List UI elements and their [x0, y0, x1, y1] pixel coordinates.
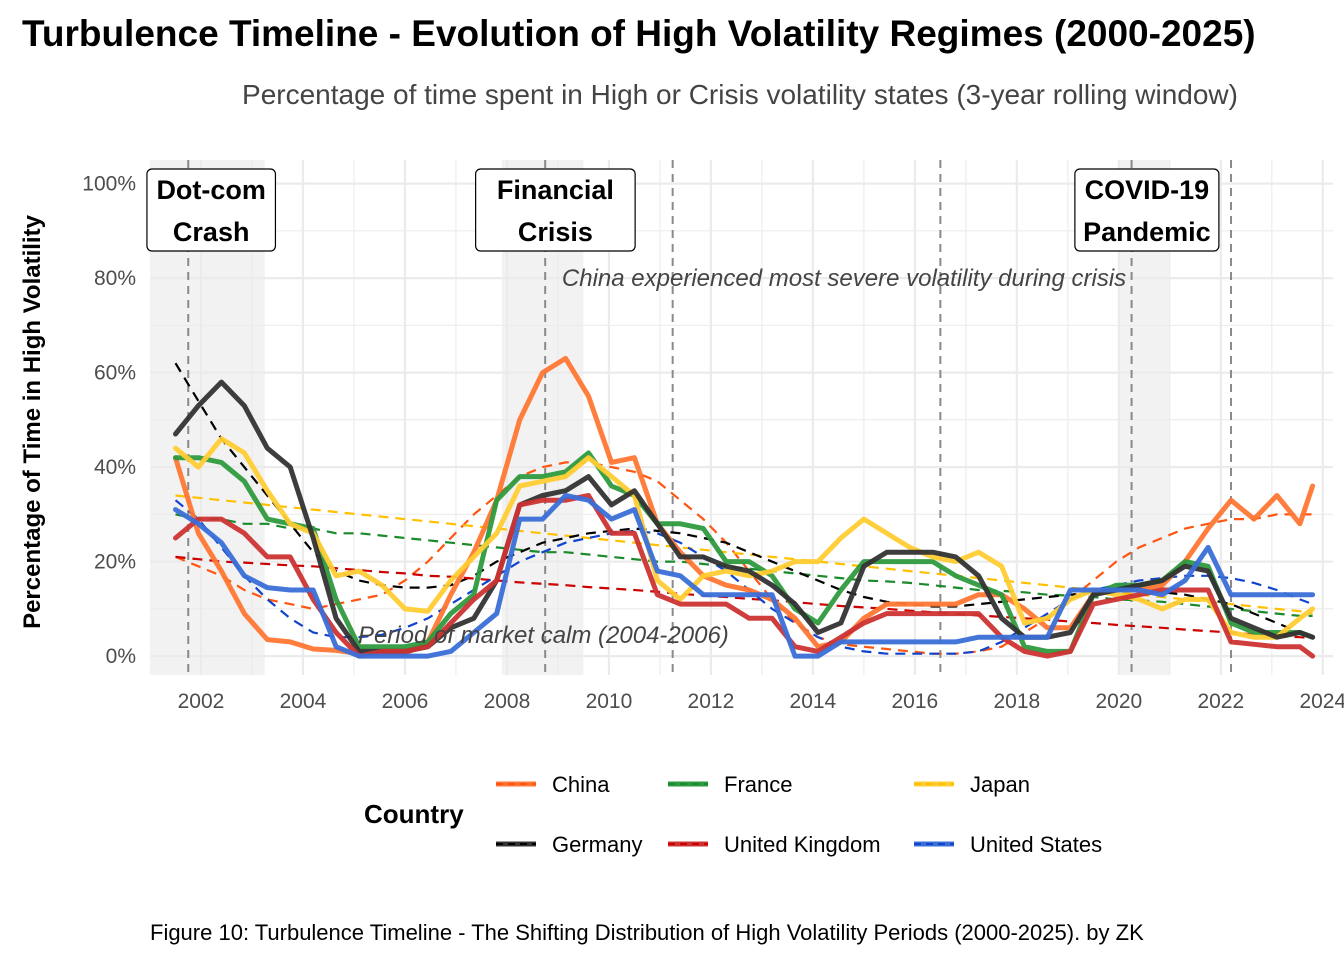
- event-label-text: Pandemic: [1083, 217, 1211, 247]
- event-label-text: Dot-com: [156, 175, 266, 205]
- x-tick-label: 2016: [892, 690, 939, 713]
- event-label-3: COVID-19 Pandemic: [1074, 168, 1220, 252]
- legend-label: France: [724, 772, 792, 797]
- x-tick-label: 2018: [993, 690, 1040, 713]
- event-label-box: [475, 168, 636, 252]
- series-line-united-states: [173, 493, 1316, 659]
- event-label-1: Dot-com Crash: [146, 168, 277, 252]
- x-tick-label: 2012: [688, 690, 735, 713]
- legend-label: United States: [970, 832, 1102, 857]
- annotation-1: China experienced most severe volatility…: [562, 265, 1126, 292]
- x-tick-label: 2024: [1299, 690, 1344, 713]
- y-tick-label: 60%: [94, 362, 136, 385]
- x-tick-label: 2010: [586, 690, 633, 713]
- legend-label: Germany: [552, 832, 642, 857]
- series-line-germany: [173, 379, 1316, 654]
- x-tick-label: 2022: [1197, 690, 1244, 713]
- legend: Country China France Japan Germany United Ki…: [364, 772, 1102, 857]
- legend-label: United Kingdom: [724, 832, 881, 857]
- legend-item-france: France: [668, 772, 792, 797]
- legend-item-china: China: [496, 772, 610, 797]
- x-tick-label: 2020: [1095, 690, 1142, 713]
- legend-label: China: [552, 772, 610, 797]
- figure-caption: Figure 10: Turbulence Timeline - The Shi…: [150, 920, 1144, 945]
- annotation-2: Period of market calm (2004-2006): [358, 622, 729, 649]
- event-label-2: Financial Crisis: [475, 168, 636, 252]
- trend-line-germany: [174, 362, 1313, 639]
- event-label-text: Financial: [497, 175, 614, 205]
- axis-ticks: 2002 2004 2006 2008 2010 2012 2014 2016 2018 2020…: [82, 173, 1344, 713]
- x-tick-label: 2002: [178, 690, 225, 713]
- y-tick-label: 20%: [94, 551, 136, 574]
- trend-line-united-kingdom: [175, 555, 1313, 640]
- x-tick-label: 2014: [790, 690, 837, 713]
- legend-label: Japan: [970, 772, 1030, 797]
- event-labels: Dot-com Crash Financial Crisis COVID-19 Pande…: [146, 168, 1220, 252]
- y-tick-label: 0%: [106, 645, 136, 668]
- event-label-text: Crash: [173, 217, 250, 247]
- x-tick-label: 2008: [484, 690, 531, 713]
- legend-item-united-states: United States: [914, 832, 1102, 857]
- legend-item-germany: Germany: [496, 832, 642, 857]
- legend-item-japan: Japan: [914, 772, 1030, 797]
- annotations: China experienced most severe volatility…: [358, 265, 1126, 649]
- chart-subtitle: Percentage of time spent in High or Cris…: [242, 79, 1238, 110]
- y-tick-label: 40%: [94, 456, 136, 479]
- event-label-box: [1074, 168, 1220, 252]
- y-axis-label: Percentage of Time in High Volatility: [19, 214, 46, 629]
- event-label-box: [146, 168, 277, 252]
- x-tick-label: 2006: [382, 690, 429, 713]
- series-lines: [173, 355, 1316, 659]
- y-tick-label: 100%: [82, 173, 136, 196]
- event-label-text: Crisis: [518, 217, 593, 247]
- chart-title: Turbulence Timeline - Evolution of High …: [22, 13, 1256, 54]
- event-label-text: COVID-19: [1085, 175, 1210, 205]
- x-tick-label: 2004: [280, 690, 327, 713]
- gridlines: [150, 160, 1333, 675]
- y-tick-label: 80%: [94, 267, 136, 290]
- legend-title: Country: [364, 799, 464, 829]
- legend-item-united-kingdom: United Kingdom: [668, 832, 881, 857]
